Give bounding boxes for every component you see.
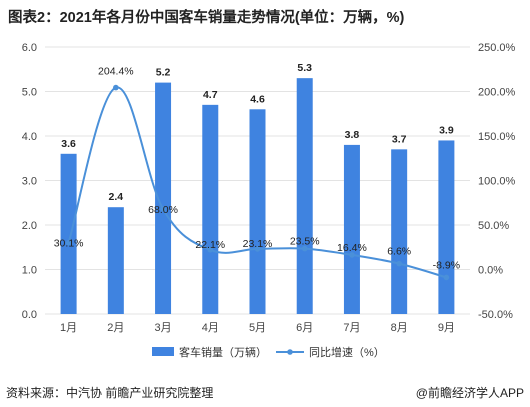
growth-point	[301, 245, 308, 252]
line-data-label: 68.0%	[148, 204, 178, 216]
y-left-tick-label: 1.0	[22, 265, 37, 277]
y-right-tick-label: 100.0%	[478, 176, 516, 188]
y-right-tick-label: 50.0%	[478, 220, 509, 232]
bar-data-label: 5.3	[297, 62, 312, 74]
y-right-tick-label: 0.0%	[478, 265, 503, 277]
bar	[391, 149, 408, 314]
line-data-label: 22.1%	[195, 239, 225, 251]
growth-point	[254, 246, 261, 252]
legend-bar-label: 客车销量（万辆）	[179, 345, 267, 359]
bar	[60, 153, 77, 314]
bar-data-label: 3.7	[392, 133, 407, 145]
y-left-tick-label: 3.0	[22, 176, 37, 188]
x-tick-label: 5月	[249, 322, 266, 334]
x-tick-label: 3月	[154, 322, 171, 334]
bar	[155, 82, 172, 314]
bar	[107, 207, 124, 314]
legend-bar-swatch	[152, 347, 174, 356]
bar	[249, 109, 266, 314]
bar	[343, 144, 360, 314]
growth-point	[65, 239, 72, 246]
line-data-label: 23.5%	[290, 236, 320, 248]
y-left-tick-label: 0.0	[22, 309, 37, 321]
y-right-tick-label: -50.0%	[478, 309, 513, 321]
bar-data-label: 3.9	[439, 124, 454, 136]
growth-point	[160, 206, 166, 212]
y-right-tick-label: 250.0%	[478, 42, 516, 54]
source-note: 资料来源：中汽协 前瞻产业研究院整理	[6, 386, 214, 400]
bar-data-label: 3.8	[345, 129, 360, 141]
growth-point	[207, 247, 214, 253]
legend-line-marker	[287, 349, 293, 355]
x-tick-label: 7月	[343, 322, 360, 334]
brand-credit: @前瞻经济学人APP	[415, 386, 524, 400]
bar-data-label: 5.2	[156, 67, 171, 79]
y-left-tick-label: 4.0	[22, 131, 37, 143]
y-left-tick-label: 5.0	[22, 87, 37, 99]
growth-point	[349, 252, 355, 258]
line-data-label: 204.4%	[98, 66, 134, 78]
bar-data-label: 3.6	[61, 138, 76, 150]
y-right-tick-label: 150.0%	[478, 131, 516, 143]
line-data-label: 16.4%	[337, 242, 367, 254]
x-tick-label: 8月	[391, 322, 408, 334]
x-tick-label: 6月	[296, 322, 313, 334]
x-tick-label: 2月	[107, 322, 124, 334]
chart-title: 图表2：2021年各月份中国客车销量走势情况(单位：万辆，%)	[8, 10, 405, 26]
bar	[438, 140, 455, 314]
legend-line-label: 同比增速（%）	[309, 345, 385, 359]
x-tick-label: 9月	[438, 322, 455, 334]
x-tick-label: 1月	[60, 322, 77, 334]
bar	[296, 78, 313, 315]
x-tick-label: 4月	[202, 322, 219, 334]
bar-data-label: 4.7	[203, 89, 218, 101]
bar-data-label: 4.6	[250, 93, 265, 105]
line-data-label: 6.6%	[387, 246, 411, 258]
line-data-label: -8.9%	[433, 259, 460, 271]
y-left-tick-label: 6.0	[22, 42, 37, 54]
growth-point	[113, 84, 119, 91]
bar	[202, 104, 219, 314]
growth-point	[443, 274, 450, 281]
y-right-tick-label: 200.0%	[478, 87, 516, 99]
bar-data-label: 2.4	[109, 191, 124, 203]
line-data-label: 30.1%	[54, 238, 84, 250]
growth-point	[396, 260, 402, 267]
y-left-tick-label: 2.0	[22, 220, 37, 232]
line-data-label: 23.1%	[243, 238, 273, 250]
